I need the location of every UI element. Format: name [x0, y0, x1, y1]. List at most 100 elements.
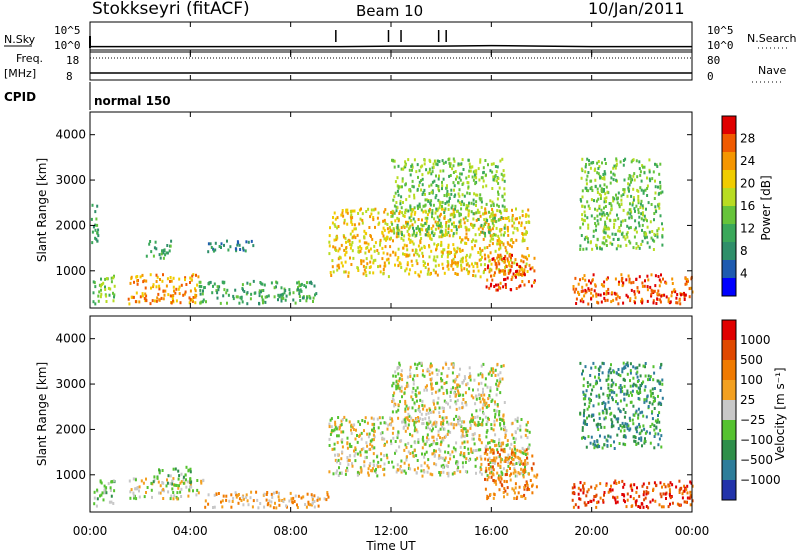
heatmap-cell — [418, 227, 421, 231]
heatmap-cell — [437, 226, 440, 230]
heatmap-cell — [620, 198, 623, 202]
heatmap-cell — [500, 427, 503, 431]
heatmap-cell — [426, 464, 429, 468]
heatmap-cell — [507, 460, 510, 464]
heatmap-cell — [157, 292, 160, 296]
heatmap-cell — [296, 506, 299, 509]
heatmap-cell — [645, 505, 648, 508]
heatmap-cell — [657, 443, 660, 447]
heatmap-cell — [395, 380, 398, 384]
heatmap-cell — [619, 410, 622, 414]
heatmap-cell — [474, 449, 477, 452]
heatmap-cell — [155, 299, 158, 303]
heatmap-cell — [334, 423, 337, 427]
heatmap-cell — [651, 177, 654, 181]
heatmap-cell — [109, 489, 112, 492]
heatmap-cell — [428, 369, 431, 373]
heatmap-cell — [404, 424, 407, 427]
heatmap-cell — [512, 488, 515, 492]
heatmap-cell — [305, 299, 308, 303]
heatmap-cell — [634, 296, 637, 300]
heatmap-cell — [514, 486, 517, 490]
heatmap-cell — [616, 495, 619, 499]
heatmap-cell — [413, 468, 416, 472]
heatmap-cell — [610, 363, 612, 367]
heatmap-cell — [175, 484, 178, 487]
heatmap-cell — [606, 216, 609, 220]
heatmap-cell — [394, 374, 397, 378]
heatmap-cell — [581, 189, 584, 193]
heatmap-cell — [282, 292, 284, 296]
heatmap-cell — [337, 416, 340, 419]
heatmap-cell — [479, 214, 482, 218]
heatmap-cell — [637, 221, 640, 225]
heatmap-cell — [499, 371, 502, 375]
heatmap-cell — [579, 278, 581, 282]
heatmap-cell — [654, 432, 657, 436]
heatmap-cell — [581, 213, 584, 217]
heatmap-cell — [405, 404, 408, 408]
heatmap-cell — [145, 491, 147, 494]
heatmap-cell — [459, 218, 462, 222]
heatmap-cell — [590, 366, 593, 370]
heatmap-cell — [409, 208, 412, 212]
heatmap-cell — [135, 497, 138, 501]
heatmap-cell — [659, 300, 662, 304]
heatmap-cell — [486, 278, 489, 282]
heatmap-cell — [325, 498, 328, 502]
heatmap-cell — [202, 289, 204, 293]
heatmap-cell — [336, 226, 339, 230]
heatmap-cell — [642, 191, 645, 195]
heatmap-cell — [95, 504, 98, 508]
heatmap-cell — [398, 261, 401, 265]
heatmap-cell — [518, 221, 520, 225]
heatmap-cell — [406, 375, 409, 379]
heatmap-cell — [647, 405, 650, 408]
heatmap-cell — [372, 216, 375, 219]
heatmap-cell — [596, 171, 599, 175]
heatmap-cell — [501, 484, 504, 488]
heatmap-cell — [624, 500, 626, 504]
heatmap-cell — [588, 159, 590, 163]
heatmap-cell — [278, 498, 281, 502]
heatmap-cell — [362, 272, 365, 276]
heatmap-cell — [230, 505, 233, 509]
heatmap-cell — [428, 444, 431, 448]
heatmap-cell — [592, 413, 595, 417]
heatmap-cell — [244, 249, 247, 253]
heatmap-cell — [177, 486, 180, 490]
heatmap-cell — [372, 259, 375, 263]
heatmap-cell — [428, 255, 431, 259]
heatmap-cell — [336, 264, 339, 268]
heatmap-cell — [436, 215, 439, 219]
heatmap-cell — [256, 498, 259, 502]
heatmap-cell — [594, 382, 597, 386]
heatmap-cell — [445, 224, 448, 228]
heatmap-cell — [348, 454, 351, 458]
heatmap-cell — [382, 251, 385, 255]
heatmap-cell — [583, 237, 586, 241]
heatmap-cell — [401, 378, 404, 382]
heatmap-cell — [467, 238, 470, 242]
heatmap-cell — [346, 466, 349, 470]
heatmap-cell — [442, 169, 445, 173]
heatmap-cell — [397, 416, 400, 420]
heatmap-cell — [445, 388, 448, 392]
heatmap-cell — [688, 287, 691, 291]
heatmap-cell — [153, 475, 156, 479]
heatmap-cell — [452, 446, 455, 450]
heatmap-cell — [189, 485, 191, 489]
heatmap-cell — [638, 246, 641, 250]
heatmap-cell — [344, 253, 347, 257]
heatmap-cell — [352, 428, 355, 431]
heatmap-cell — [379, 243, 381, 247]
heatmap-cell — [642, 482, 645, 486]
heatmap-cell — [408, 272, 411, 276]
nsky-tick-bottom: 10^0 — [54, 39, 81, 52]
heatmap-cell — [98, 290, 101, 294]
heatmap-cell — [676, 502, 679, 506]
heatmap-cell — [596, 214, 599, 218]
heatmap-cell — [646, 184, 649, 188]
heatmap-cell — [452, 426, 455, 430]
heatmap-cell — [491, 170, 494, 174]
